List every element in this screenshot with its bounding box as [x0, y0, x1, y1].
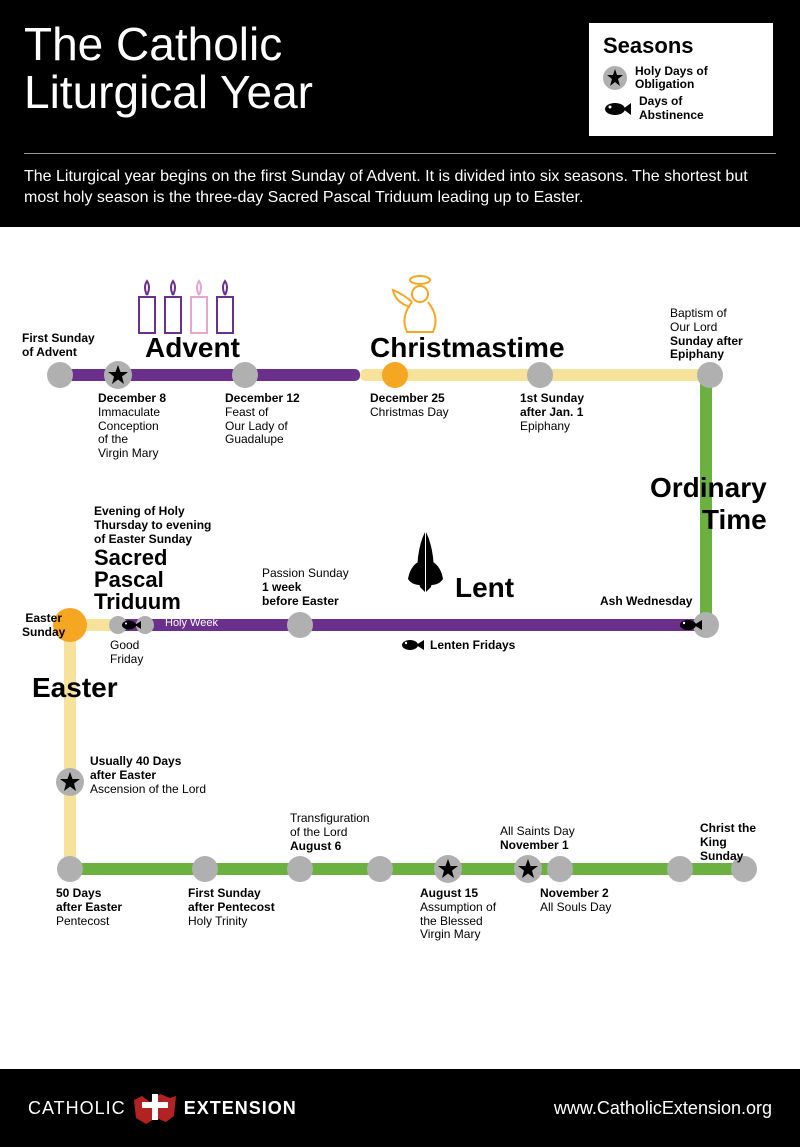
timeline-node — [367, 856, 393, 882]
timeline-node — [697, 362, 723, 388]
season-christmas: Christmastime — [370, 332, 565, 364]
ordinary-segment-2 — [64, 863, 744, 875]
star-marker — [434, 855, 462, 883]
event-nov1: All Saints DayNovember 1 — [500, 825, 575, 853]
event-passion: Passion Sunday1 weekbefore Easter — [262, 567, 349, 608]
season-advent: Advent — [145, 332, 240, 364]
legend-row: Days ofAbstinence — [603, 95, 759, 121]
timeline-node — [527, 362, 553, 388]
intro-text: The Liturgical year begins on the first … — [24, 166, 776, 209]
event-dec25: December 25Christmas Day — [370, 392, 449, 420]
timeline-node — [232, 362, 258, 388]
star-marker — [514, 855, 542, 883]
triduum-subtitle: Evening of Holy Thursday to evening of E… — [94, 505, 211, 546]
page-title: The Catholic Liturgical Year — [24, 20, 313, 117]
star-marker — [56, 768, 84, 796]
season-ordinary: Ordinary Time — [650, 472, 767, 536]
footer-url: www.CatholicExtension.org — [554, 1098, 772, 1119]
cross-map-icon — [132, 1088, 178, 1128]
season-easter: Easter — [32, 672, 118, 704]
timeline-node — [382, 362, 408, 388]
event-dec12: December 12Feast ofOur Lady ofGuadalupe — [225, 392, 300, 447]
event-christ-king: Christ theKingSunday — [700, 822, 756, 863]
event-easter-sun: EasterSunday — [22, 612, 65, 640]
star-marker — [104, 361, 132, 389]
footer: CATHOLIC EXTENSION www.CatholicExtension… — [0, 1069, 800, 1147]
event-nov2: November 2All Souls Day — [540, 887, 611, 915]
timeline-node — [47, 362, 73, 388]
legend: Seasons Holy Days ofObligation Days ofAb… — [586, 20, 776, 139]
timeline-node — [192, 856, 218, 882]
event-lenten-fri: Lenten Fridays — [430, 639, 515, 653]
timeline-node — [547, 856, 573, 882]
legend-row: Holy Days ofObligation — [603, 65, 759, 91]
footer-logo: CATHOLIC EXTENSION — [28, 1088, 297, 1128]
holy-week-label: Holy Week — [165, 617, 218, 630]
fish-marker — [121, 619, 141, 631]
event-trinity: First Sundayafter PentecostHoly Trinity — [188, 887, 275, 928]
header: The Catholic Liturgical Year Seasons Hol… — [0, 0, 800, 227]
timeline-node — [287, 856, 313, 882]
timeline-node — [667, 856, 693, 882]
event-first-advent: First Sundayof Advent — [22, 332, 95, 360]
candles-icon — [135, 277, 245, 337]
event-epiphany: 1st Sundayafter Jan. 1Epiphany — [520, 392, 584, 433]
fish-icon — [603, 101, 631, 117]
event-dec8: December 8ImmaculateConceptionof theVirg… — [98, 392, 166, 461]
timeline-node — [57, 856, 83, 882]
liturgical-diagram: Advent Christmastime Ordinary Time Lent … — [0, 227, 800, 967]
event-good-fri: GoodFriday — [110, 639, 143, 667]
easter-segment — [64, 619, 76, 869]
star-icon — [603, 66, 627, 90]
event-aug15: August 15Assumption ofthe BlessedVirgin … — [420, 887, 496, 942]
praying-hands-icon — [398, 527, 453, 597]
event-baptism: Baptism ofOur LordSunday afterEpiphany — [670, 307, 743, 362]
season-lent: Lent — [455, 572, 514, 604]
event-ascension: Usually 40 Daysafter EasterAscension of … — [90, 755, 206, 796]
fish-marker — [678, 618, 702, 632]
timeline-node — [287, 612, 313, 638]
fish-marker — [400, 638, 424, 652]
event-ash: Ash Wednesday — [600, 595, 692, 609]
angel-icon — [385, 272, 445, 337]
event-transfig: Transfigurationof the LordAugust 6 — [290, 812, 370, 853]
season-triduum: Sacred Pascal Triduum — [94, 547, 181, 613]
event-pentecost: 50 Daysafter EasterPentecost — [56, 887, 122, 928]
legend-title: Seasons — [603, 33, 759, 59]
